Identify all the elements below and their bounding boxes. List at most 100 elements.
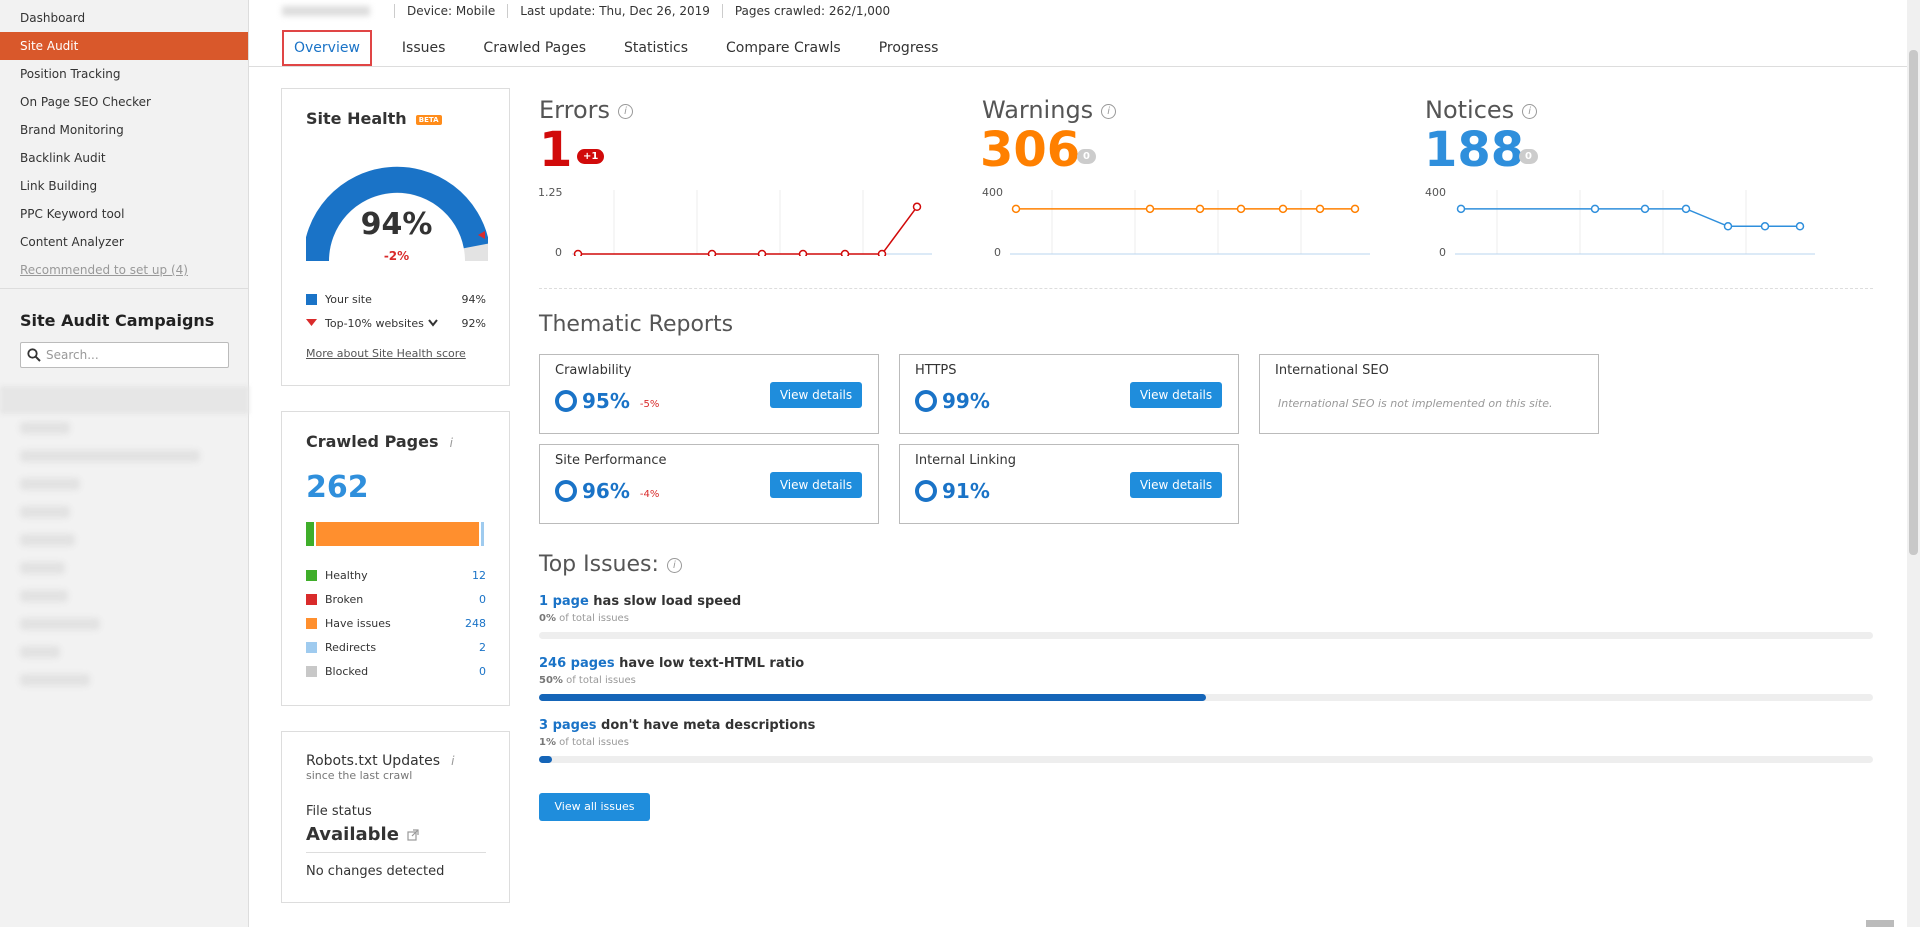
data-point[interactable]: [1760, 222, 1770, 231]
crawled-legend-row[interactable]: Have issues 248: [306, 611, 486, 635]
campaign-item[interactable]: [20, 674, 90, 686]
tab-compare-crawls[interactable]: Compare Crawls: [726, 40, 841, 56]
errors-sparkline: [572, 190, 932, 257]
data-point[interactable]: [1456, 204, 1466, 214]
issue-link[interactable]: 3 pages: [539, 718, 597, 733]
notices-ymin: 0: [1439, 246, 1446, 259]
tab-issues[interactable]: Issues: [401, 40, 446, 56]
search-icon: [27, 348, 41, 362]
data-point[interactable]: [1145, 204, 1155, 214]
data-point[interactable]: [1315, 204, 1325, 214]
tab-progress[interactable]: Progress: [878, 40, 939, 56]
sidebar-item-on-page-seo-checker[interactable]: On Page SEO Checker: [20, 95, 151, 109]
issue-link[interactable]: 246 pages: [539, 656, 615, 671]
recommended-link[interactable]: Recommended to set up (4): [20, 263, 188, 277]
scroll-thumb[interactable]: [1909, 50, 1918, 555]
view-details-button[interactable]: View details: [1130, 472, 1222, 498]
data-point[interactable]: [1723, 222, 1733, 231]
legend-value: 248: [465, 616, 486, 630]
external-link-icon[interactable]: [407, 828, 419, 841]
thematic-delta: -4%: [639, 488, 660, 500]
data-point[interactable]: [840, 249, 850, 257]
campaign-search-input[interactable]: Search...: [20, 342, 229, 368]
last-update-label: Last update: Thu, Dec 26, 2019: [520, 4, 710, 18]
tab-overview[interactable]: Overview: [282, 30, 372, 66]
sidebar-item-ppc-keyword-tool[interactable]: PPC Keyword tool: [20, 207, 125, 221]
data-point[interactable]: [1278, 204, 1288, 214]
sidebar-item-position-tracking[interactable]: Position Tracking: [20, 67, 121, 81]
data-point[interactable]: [707, 249, 717, 257]
sidebar-item-backlink-audit[interactable]: Backlink Audit: [20, 151, 106, 165]
data-point[interactable]: [1640, 204, 1650, 214]
issue-pct: 50%: [539, 675, 563, 686]
robots-title: Robots.txt Updates: [306, 753, 441, 769]
divider: [721, 4, 723, 18]
data-point[interactable]: [877, 249, 887, 257]
legend-label: Have issues: [325, 616, 391, 630]
page-scrollbar[interactable]: [1907, 0, 1920, 927]
warnings-count: 306: [980, 122, 1081, 178]
data-point[interactable]: [1590, 204, 1600, 214]
campaign-selected-row[interactable]: [0, 386, 249, 414]
device-label: Device: Mobile: [407, 4, 496, 18]
site-health-score: 94%: [360, 207, 433, 242]
campaign-list: [0, 422, 249, 702]
legend-label: Blocked: [325, 664, 369, 678]
crawled-legend-row[interactable]: Broken 0: [306, 587, 486, 611]
sidebar: Dashboard Site Audit Position Tracking O…: [0, 0, 249, 927]
crawled-legend-row[interactable]: Blocked 0: [306, 659, 486, 683]
view-details-button[interactable]: View details: [770, 472, 862, 498]
sidebar-item-content-analyzer[interactable]: Content Analyzer: [20, 235, 124, 249]
sidebar-item-link-building[interactable]: Link Building: [20, 179, 98, 193]
info-icon[interactable]: i: [1101, 103, 1117, 119]
tab-crawled-pages[interactable]: Crawled Pages: [483, 40, 587, 56]
info-icon[interactable]: i: [449, 436, 453, 450]
tab-statistics[interactable]: Statistics: [624, 40, 689, 56]
campaign-item[interactable]: [20, 506, 70, 518]
info-icon[interactable]: i: [618, 103, 634, 119]
view-all-issues-button[interactable]: View all issues: [539, 793, 650, 821]
data-point[interactable]: [1195, 204, 1205, 214]
thematic-card-crawlability: Crawlability 95% -5% View details: [539, 354, 879, 434]
issue-row: 246 pages have low text-HTML ratio 50% o…: [539, 656, 1873, 701]
campaign-item[interactable]: [20, 422, 70, 434]
view-details-button[interactable]: View details: [1130, 382, 1222, 408]
issue-link[interactable]: 1 page: [539, 594, 589, 609]
more-site-health-link[interactable]: More about Site Health score: [306, 347, 466, 360]
scroll-to-top-button[interactable]: [1866, 920, 1894, 927]
data-point[interactable]: [1350, 204, 1360, 214]
info-icon[interactable]: i: [451, 754, 455, 768]
thematic-reports-title: Thematic Reports: [539, 312, 734, 337]
data-point[interactable]: [1011, 204, 1021, 214]
info-icon[interactable]: i: [1522, 103, 1538, 119]
legend-top10[interactable]: Top-10% websites 92%: [306, 311, 486, 335]
issue-text: have low text-HTML ratio: [614, 656, 805, 671]
file-status-label: File status: [306, 804, 372, 819]
campaign-item[interactable]: [20, 646, 60, 658]
crawled-bar-segment: [315, 522, 479, 546]
campaign-item[interactable]: [20, 478, 80, 490]
campaign-item[interactable]: [20, 590, 68, 602]
issue-text: don't have meta descriptions: [596, 718, 816, 733]
crawled-pages-bar: [306, 522, 484, 546]
data-point[interactable]: [1681, 204, 1691, 214]
crawled-legend-row[interactable]: Redirects 2: [306, 635, 486, 659]
crawled-legend-row[interactable]: Healthy 12: [306, 563, 486, 587]
crawled-pages-card: Crawled Pages i 262 Healthy 12 Broken 0 Have…: [281, 411, 510, 706]
data-point[interactable]: [573, 249, 583, 257]
data-point[interactable]: [757, 249, 767, 257]
data-point[interactable]: [912, 202, 922, 212]
campaign-item[interactable]: [20, 534, 75, 546]
campaign-item[interactable]: [20, 562, 65, 574]
view-details-button[interactable]: View details: [770, 382, 862, 408]
info-icon[interactable]: i: [666, 557, 682, 573]
sidebar-item-brand-monitoring[interactable]: Brand Monitoring: [20, 123, 124, 137]
data-point[interactable]: [1236, 204, 1246, 214]
legend-label: Broken: [325, 592, 364, 606]
sidebar-item-dashboard[interactable]: Dashboard: [20, 11, 86, 25]
sidebar-item-site-audit[interactable]: Site Audit: [0, 32, 248, 60]
data-point[interactable]: [1795, 222, 1805, 231]
campaign-item[interactable]: [20, 618, 100, 630]
campaign-item[interactable]: [20, 450, 200, 462]
data-point[interactable]: [798, 249, 808, 257]
